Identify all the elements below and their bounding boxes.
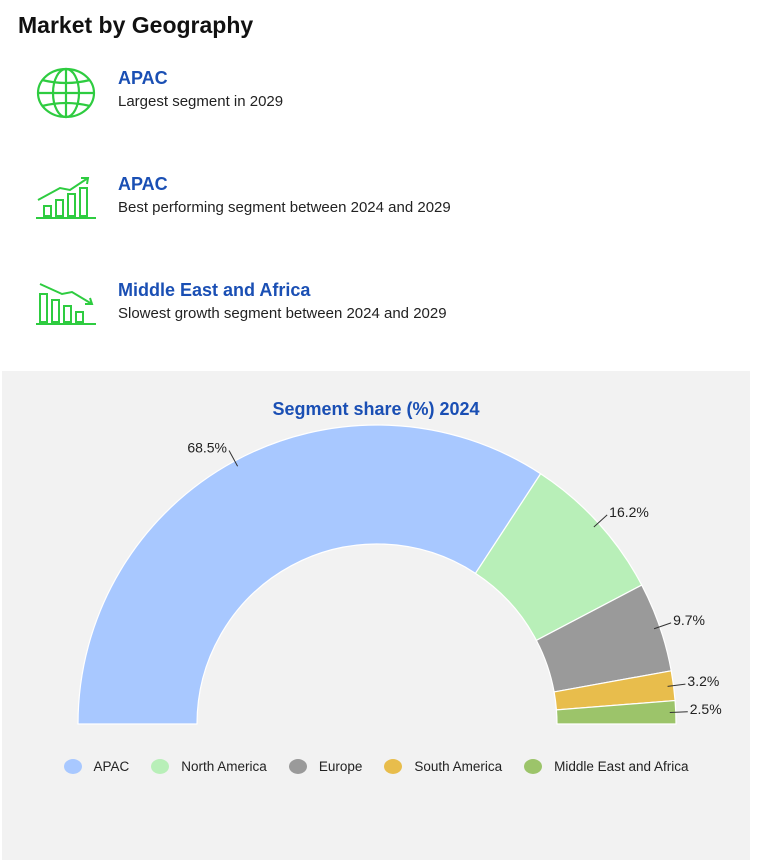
leader-line xyxy=(667,683,686,687)
legend-swatch xyxy=(63,759,82,774)
data-label: 9.7% xyxy=(673,612,705,628)
leader-line xyxy=(653,622,672,630)
highlight-description: Largest segment in 2029 xyxy=(118,93,284,110)
leader-line xyxy=(228,450,239,467)
data-label: 3.2% xyxy=(687,673,719,689)
highlight-segment-name: APAC xyxy=(118,174,168,194)
slice-apac xyxy=(77,424,542,725)
legend-label: Middle East and Africa xyxy=(554,759,689,774)
legend-label: South America xyxy=(414,759,503,774)
legend-swatch xyxy=(151,759,170,774)
page-title: Market by Geography xyxy=(18,12,254,38)
legend-label: North America xyxy=(181,759,267,774)
legend-item[interactable]: APAC xyxy=(63,759,130,774)
legend-swatch xyxy=(288,759,307,774)
highlight-description: Slowest growth segment between 2024 and … xyxy=(118,305,447,322)
legend-item[interactable]: North America xyxy=(151,759,267,774)
data-label: 16.2% xyxy=(609,504,649,520)
leader-line xyxy=(593,514,608,528)
highlight-segment-name: Middle East and Africa xyxy=(118,280,311,300)
data-label: 68.5% xyxy=(187,439,227,455)
semi-donut-chart: 68.5% 16.2% 9.7% 3.2% 2.5% xyxy=(77,424,722,725)
chart-legend: APAC North America Europe South America Midd… xyxy=(2,759,750,774)
highlight-segment-name: APAC xyxy=(118,68,168,88)
legend-label: APAC xyxy=(93,759,130,774)
leader-line xyxy=(669,711,688,714)
declining-bar-chart-icon xyxy=(36,283,96,325)
legend-swatch xyxy=(384,759,403,774)
segment-share-chart-panel: Segment share (%) 2024 68.5% 16.2% 9.7% 3.2… xyxy=(2,371,750,860)
globe-icon xyxy=(36,67,96,119)
slice-middle-east-and-africa xyxy=(555,699,677,725)
legend-label: Europe xyxy=(318,759,363,774)
legend-item[interactable]: Europe xyxy=(288,759,363,774)
rising-bar-chart-icon xyxy=(36,177,96,219)
legend-item[interactable]: Middle East and Africa xyxy=(524,759,688,774)
legend-item[interactable]: South America xyxy=(384,759,502,774)
data-label: 2.5% xyxy=(690,701,722,717)
chart-title: Segment share (%) 2024 xyxy=(272,399,480,419)
legend-swatch xyxy=(524,759,543,774)
highlight-description: Best performing segment between 2024 and… xyxy=(118,199,451,216)
